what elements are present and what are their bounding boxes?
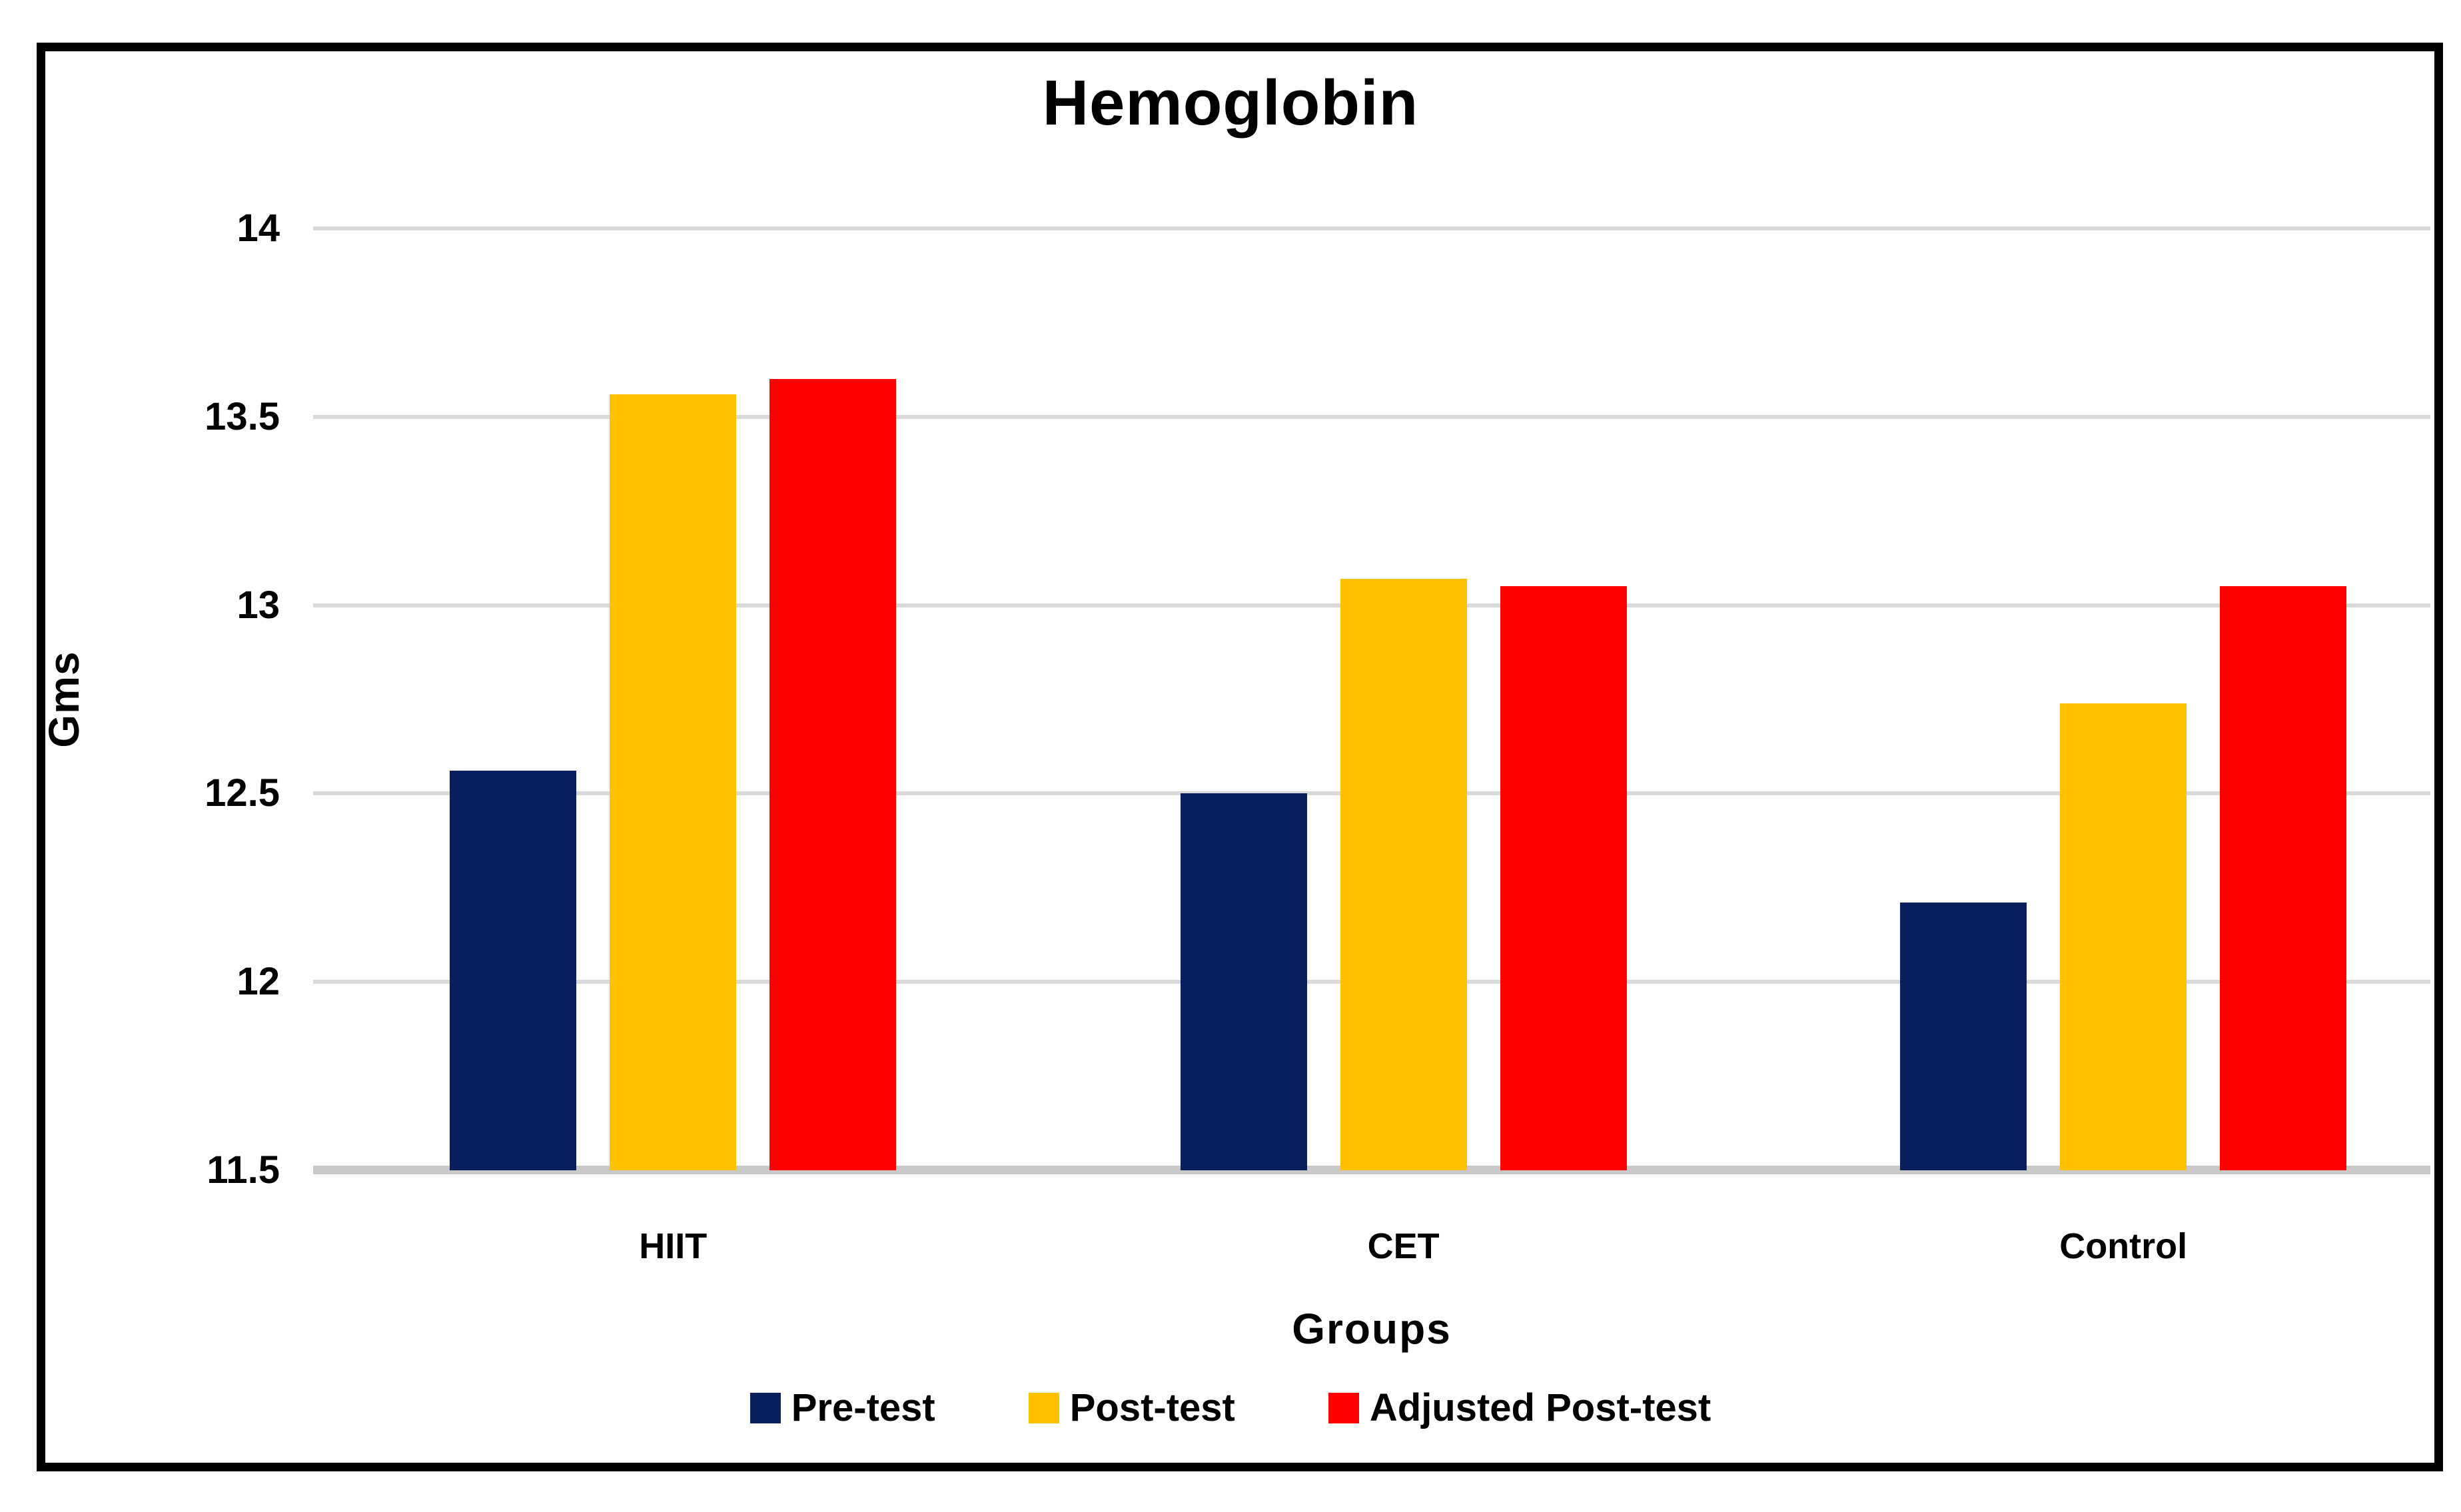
plot-area [313, 226, 2430, 1174]
bar-post-test-cet [1340, 579, 1467, 1170]
x-axis-title: Groups [1292, 1305, 1452, 1353]
y-tick-label-11-5: 11.5 [207, 1148, 280, 1192]
x-category-label-hiit: HIIT [639, 1226, 708, 1266]
legend-label-post-test: Post-test [1069, 1386, 1235, 1429]
bar-pre-test-cet [1180, 793, 1307, 1170]
bar-adjusted-post-test-cet [1500, 586, 1627, 1170]
legend-item-adjusted-post-test: Adjusted Post-test [1328, 1385, 1711, 1430]
legend-label-adjusted-post-test: Adjusted Post-test [1369, 1386, 1712, 1429]
y-tick-label-12-5: 12.5 [205, 771, 280, 815]
x-category-label-control: Control [2059, 1226, 2188, 1266]
y-tick-label-12: 12 [237, 960, 280, 1004]
bar-pre-test-hiit [450, 771, 577, 1170]
legend-swatch-pre-test [749, 1392, 781, 1423]
gridline-14 [313, 226, 2430, 230]
figure-border [37, 43, 2443, 1471]
legend: Pre-test Post-test Adjusted Post-test [0, 1385, 2461, 1430]
bar-post-test-hiit [610, 394, 737, 1170]
x-category-label-cet: CET [1367, 1226, 1440, 1266]
y-axis-title: Gms [40, 651, 88, 748]
bar-post-test-control [2060, 703, 2187, 1170]
chart-title: Hemoglobin [1042, 67, 1419, 139]
bar-adjusted-post-test-control [2220, 586, 2347, 1170]
legend-label-pre-test: Pre-test [791, 1386, 935, 1429]
legend-item-pre-test: Pre-test [749, 1385, 935, 1430]
bar-pre-test-control [1900, 903, 2027, 1170]
y-tick-label-14: 14 [237, 206, 280, 250]
gridline-13-5 [313, 414, 2430, 419]
legend-swatch-adjusted-post-test [1328, 1392, 1359, 1423]
legend-swatch-post-test [1028, 1392, 1059, 1423]
y-tick-label-13-5: 13.5 [205, 394, 280, 438]
y-tick-label-13: 13 [237, 583, 280, 627]
bar-adjusted-post-test-hiit [769, 379, 897, 1170]
legend-item-post-test: Post-test [1028, 1385, 1235, 1430]
